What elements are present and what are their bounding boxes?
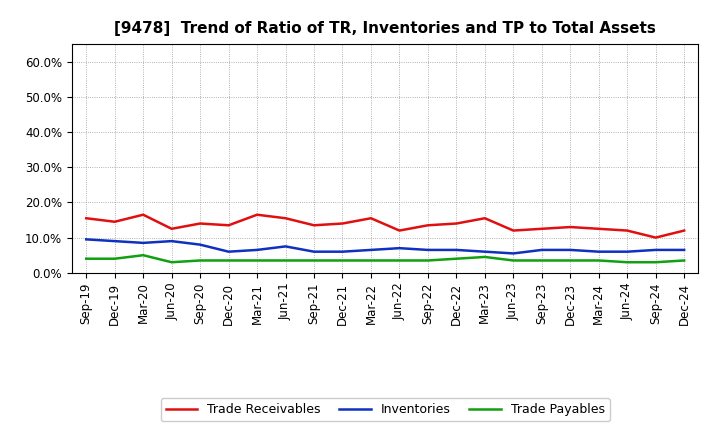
- Inventories: [509, 251, 518, 256]
- Trade Payables: [452, 256, 461, 261]
- Trade Payables: [623, 260, 631, 265]
- Inventories: [253, 247, 261, 253]
- Inventories: [537, 247, 546, 253]
- Inventories: [139, 240, 148, 246]
- Inventories: [680, 247, 688, 253]
- Trade Receivables: [509, 228, 518, 233]
- Trade Payables: [566, 258, 575, 263]
- Inventories: [167, 238, 176, 244]
- Trade Receivables: [452, 221, 461, 226]
- Trade Payables: [110, 256, 119, 261]
- Trade Receivables: [139, 212, 148, 217]
- Trade Payables: [509, 258, 518, 263]
- Trade Receivables: [680, 228, 688, 233]
- Trade Receivables: [566, 224, 575, 230]
- Inventories: [338, 249, 347, 254]
- Inventories: [566, 247, 575, 253]
- Trade Receivables: [395, 228, 404, 233]
- Inventories: [395, 246, 404, 251]
- Inventories: [82, 237, 91, 242]
- Legend: Trade Receivables, Inventories, Trade Payables: Trade Receivables, Inventories, Trade Pa…: [161, 398, 610, 421]
- Trade Payables: [395, 258, 404, 263]
- Inventories: [366, 247, 375, 253]
- Trade Receivables: [196, 221, 204, 226]
- Trade Receivables: [110, 219, 119, 224]
- Inventories: [110, 238, 119, 244]
- Trade Payables: [196, 258, 204, 263]
- Trade Receivables: [253, 212, 261, 217]
- Trade Payables: [167, 260, 176, 265]
- Inventories: [652, 247, 660, 253]
- Line: Inventories: Inventories: [86, 239, 684, 253]
- Trade Receivables: [338, 221, 347, 226]
- Trade Payables: [338, 258, 347, 263]
- Trade Payables: [225, 258, 233, 263]
- Trade Receivables: [480, 216, 489, 221]
- Trade Payables: [537, 258, 546, 263]
- Trade Receivables: [82, 216, 91, 221]
- Trade Payables: [139, 253, 148, 258]
- Trade Receivables: [595, 226, 603, 231]
- Trade Receivables: [225, 223, 233, 228]
- Trade Receivables: [537, 226, 546, 231]
- Trade Payables: [366, 258, 375, 263]
- Trade Payables: [595, 258, 603, 263]
- Inventories: [225, 249, 233, 254]
- Trade Payables: [282, 258, 290, 263]
- Inventories: [595, 249, 603, 254]
- Inventories: [196, 242, 204, 247]
- Trade Payables: [680, 258, 688, 263]
- Trade Payables: [480, 254, 489, 260]
- Trade Receivables: [167, 226, 176, 231]
- Trade Payables: [253, 258, 261, 263]
- Inventories: [310, 249, 318, 254]
- Trade Payables: [310, 258, 318, 263]
- Trade Receivables: [623, 228, 631, 233]
- Trade Payables: [423, 258, 432, 263]
- Inventories: [623, 249, 631, 254]
- Trade Receivables: [423, 223, 432, 228]
- Trade Receivables: [652, 235, 660, 240]
- Trade Receivables: [310, 223, 318, 228]
- Line: Trade Receivables: Trade Receivables: [86, 215, 684, 238]
- Trade Payables: [652, 260, 660, 265]
- Trade Receivables: [282, 216, 290, 221]
- Inventories: [480, 249, 489, 254]
- Title: [9478]  Trend of Ratio of TR, Inventories and TP to Total Assets: [9478] Trend of Ratio of TR, Inventories…: [114, 21, 656, 36]
- Trade Payables: [82, 256, 91, 261]
- Inventories: [282, 244, 290, 249]
- Trade Receivables: [366, 216, 375, 221]
- Line: Trade Payables: Trade Payables: [86, 255, 684, 262]
- Inventories: [452, 247, 461, 253]
- Inventories: [423, 247, 432, 253]
